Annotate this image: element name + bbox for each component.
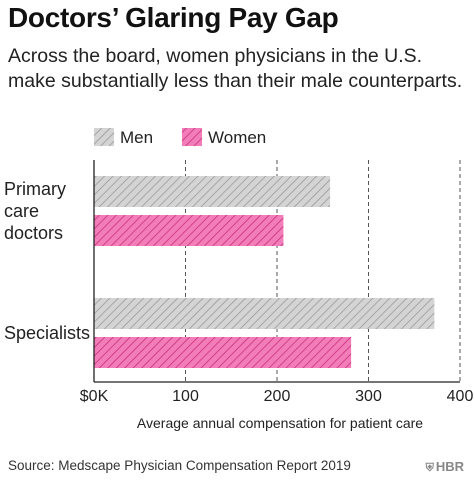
hbr-logo-text: HBR — [435, 459, 464, 474]
source-note: Source: Medscape Physician Compensation … — [8, 458, 351, 473]
category-label-0-line-0: Primary — [4, 179, 66, 199]
legend-label-women: Women — [208, 128, 266, 147]
hbr-shield-icon: ⛨ — [425, 462, 434, 474]
tick-label-0: $0K — [80, 388, 109, 405]
legend-swatch-men — [94, 128, 114, 146]
legend: Men Women — [94, 128, 266, 147]
category-label-0-line-1: care — [4, 201, 39, 221]
category-label-1-line-0: Specialists — [4, 323, 90, 343]
bars — [94, 176, 435, 368]
legend-swatch-women — [182, 128, 202, 146]
axes: $0K 100 200 300 400 Average annual compensati… — [80, 160, 474, 431]
x-axis-label: Average annual compensation for patient … — [137, 415, 423, 431]
bar-men-0 — [94, 176, 331, 207]
bar-women-1 — [94, 337, 352, 368]
tick-label-100: 100 — [172, 388, 199, 405]
tick-label-300: 300 — [355, 388, 382, 405]
bar-men-1 — [94, 298, 435, 329]
tick-label-400: 400 — [447, 388, 474, 405]
tick-label-200: 200 — [264, 388, 291, 405]
bar-women-0 — [94, 215, 284, 246]
chart-subtitle: Across the board, women physicians in th… — [8, 45, 463, 92]
legend-label-men: Men — [120, 128, 153, 147]
chart-title: Doctors’ Glaring Pay Gap — [8, 2, 339, 33]
hbr-logo: ⛨ HBR — [426, 459, 464, 475]
category-label-0-line-2: doctors — [4, 223, 63, 243]
